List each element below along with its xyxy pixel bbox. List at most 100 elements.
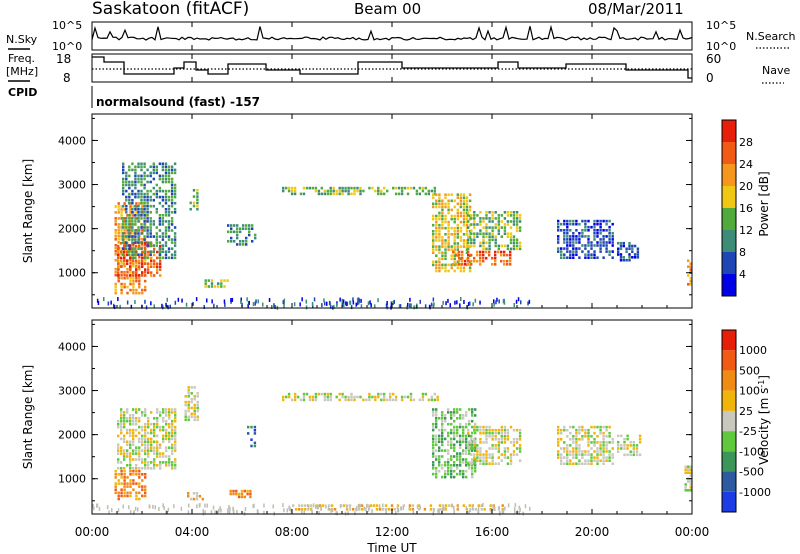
scatter-cell bbox=[122, 186, 125, 190]
scatter-cell bbox=[128, 217, 131, 220]
ground-scatter-cell bbox=[501, 509, 504, 514]
scatter-cell bbox=[144, 262, 147, 265]
scatter-cell bbox=[619, 256, 623, 259]
scatter-cell bbox=[351, 508, 355, 511]
scatter-cell bbox=[453, 217, 456, 221]
scatter-cell bbox=[162, 452, 165, 455]
ground-scatter-cell bbox=[145, 305, 148, 310]
scatter-cell bbox=[444, 217, 447, 221]
scatter-cell bbox=[158, 229, 162, 232]
scatter-cell bbox=[599, 450, 602, 453]
scatter-cell bbox=[152, 250, 155, 253]
scatter-cell bbox=[424, 192, 427, 196]
scatter-cell bbox=[161, 189, 165, 193]
scatter-cell bbox=[138, 425, 141, 429]
ground-scatter-cell bbox=[454, 300, 456, 305]
scatter-cell bbox=[192, 204, 196, 208]
scatter-cell bbox=[605, 244, 608, 247]
scatter-cell bbox=[156, 452, 159, 455]
scatter-cell bbox=[569, 438, 572, 441]
scatter-cell bbox=[418, 186, 422, 190]
scatter-cell bbox=[150, 422, 153, 426]
scatter-cell bbox=[506, 235, 510, 238]
scatter-cell bbox=[599, 459, 602, 462]
scatter-cell bbox=[174, 467, 177, 470]
scatter-cell bbox=[689, 265, 692, 268]
ground-scatter-cell bbox=[283, 298, 286, 303]
scatter-cell bbox=[578, 256, 581, 259]
scatter-cell bbox=[330, 504, 334, 507]
scatter-cell bbox=[687, 274, 690, 277]
scatter-cell bbox=[117, 223, 120, 226]
scatter-cell bbox=[518, 241, 522, 245]
scatter-cell bbox=[557, 241, 560, 244]
scatter-cell bbox=[623, 437, 626, 441]
scatter-cell bbox=[575, 438, 578, 441]
ground-scatter-cell bbox=[527, 301, 529, 306]
scatter-cell bbox=[144, 241, 147, 245]
scatter-cell bbox=[141, 425, 144, 429]
colorbar-tick-label: -500 bbox=[739, 466, 764, 479]
scatter-cell bbox=[135, 211, 138, 214]
scatter-cell bbox=[473, 259, 476, 263]
scatter-cell bbox=[173, 183, 177, 187]
scatter-cell bbox=[503, 229, 507, 232]
scatter-cell bbox=[473, 220, 476, 223]
scatter-cell bbox=[509, 247, 513, 251]
ground-scatter-cell bbox=[398, 304, 401, 309]
scatter-cell bbox=[132, 488, 135, 491]
scatter-cell bbox=[149, 244, 152, 247]
scatter-cell bbox=[321, 504, 325, 507]
scatter-cell bbox=[450, 266, 453, 270]
scatter-cell bbox=[430, 395, 433, 399]
scatter-cell bbox=[572, 256, 575, 259]
scatter-cell bbox=[123, 414, 126, 417]
scatter-cell bbox=[500, 428, 503, 432]
scatter-cell bbox=[135, 428, 138, 432]
scatter-cell bbox=[447, 245, 450, 248]
scatter-cell bbox=[360, 504, 364, 507]
ground-scatter-cell bbox=[263, 510, 265, 515]
scatter-cell bbox=[120, 422, 123, 426]
scatter-cell bbox=[120, 273, 123, 277]
ground-scatter-cell bbox=[356, 297, 359, 302]
scatter-cell bbox=[120, 261, 123, 265]
scatter-cell bbox=[150, 274, 153, 277]
scatter-cell bbox=[635, 453, 639, 457]
scatter-cell bbox=[123, 437, 126, 441]
scatter-cell bbox=[447, 230, 450, 233]
ground-scatter-cell bbox=[108, 510, 110, 515]
scatter-cell bbox=[140, 214, 143, 217]
scatter-cell bbox=[123, 419, 126, 423]
scatter-cell bbox=[575, 450, 578, 453]
scatter-cell bbox=[456, 214, 459, 218]
scatter-cell bbox=[438, 199, 441, 203]
scatter-cell bbox=[433, 398, 436, 402]
scatter-cell bbox=[491, 456, 494, 459]
scatter-cell bbox=[444, 266, 447, 270]
scatter-cell bbox=[602, 235, 605, 238]
scatter-cell bbox=[488, 428, 491, 432]
scatter-cell bbox=[512, 223, 516, 226]
scatter-cell bbox=[435, 437, 438, 441]
scatter-cell bbox=[632, 447, 635, 450]
scatter-cell bbox=[569, 459, 572, 462]
scatter-cell bbox=[164, 229, 168, 232]
scatter-cell bbox=[311, 395, 315, 399]
scatter-cell bbox=[220, 282, 223, 285]
scatter-cell bbox=[158, 235, 162, 238]
scatter-cell bbox=[468, 434, 471, 438]
scatter-cell bbox=[141, 274, 144, 277]
scatter-cell bbox=[566, 225, 569, 229]
scatter-cell bbox=[575, 444, 578, 447]
scatter-cell bbox=[155, 208, 158, 211]
scatter-cell bbox=[168, 417, 171, 420]
scatter-cell bbox=[125, 177, 128, 181]
scatter-cell bbox=[131, 223, 134, 226]
scatter-cell bbox=[128, 220, 131, 223]
scatter-cell bbox=[509, 241, 513, 245]
scatter-cell bbox=[456, 223, 459, 227]
ground-scatter-cell bbox=[282, 503, 284, 508]
scatter-cell bbox=[164, 241, 168, 244]
scatter-cell bbox=[687, 471, 690, 474]
